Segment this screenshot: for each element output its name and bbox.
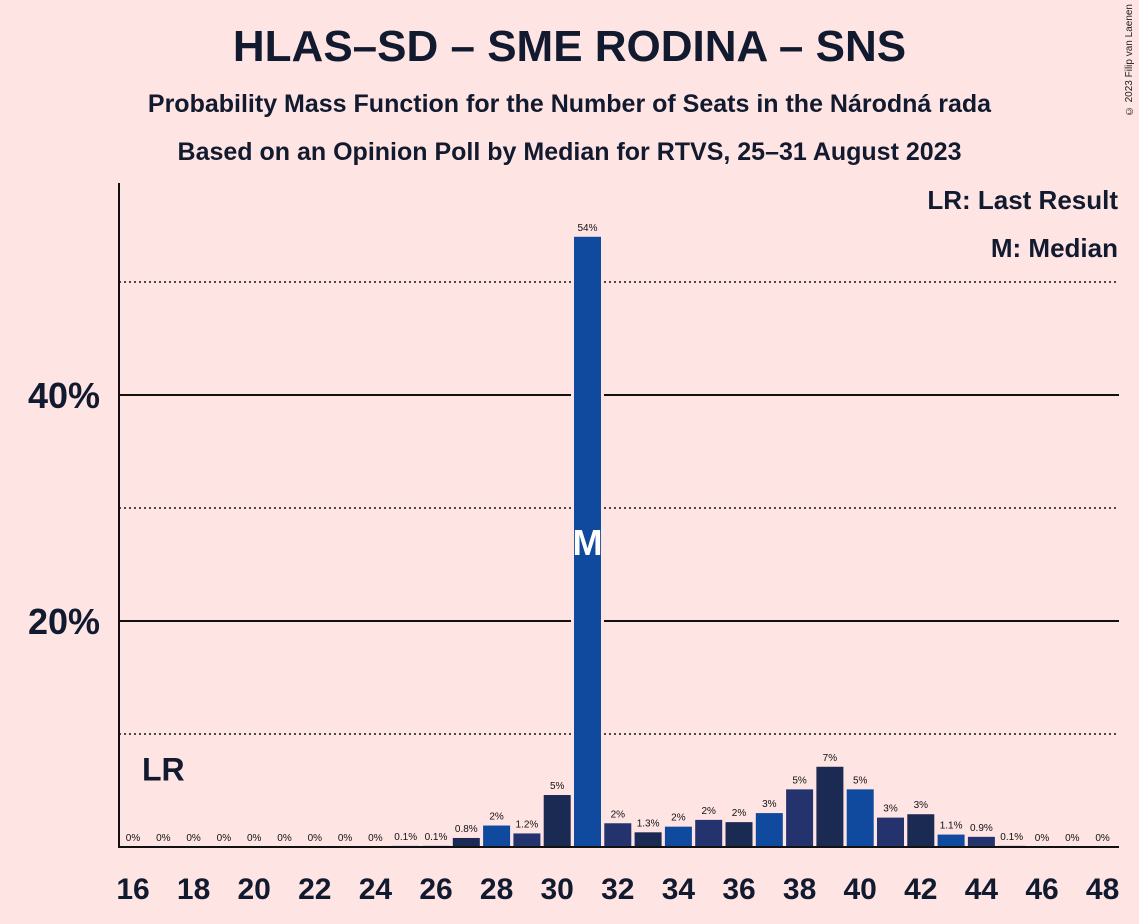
bar-label-34: 2% (671, 813, 686, 824)
bar-35 (695, 819, 723, 847)
x-tick-label-30: 30 (541, 873, 574, 906)
legend-median: M: Median (990, 233, 1118, 263)
x-tick-label-48: 48 (1086, 873, 1119, 906)
bar-label-32: 2% (611, 809, 626, 820)
bar-39 (816, 766, 844, 847)
bar-label-42: 3% (914, 800, 929, 811)
bar-label-36: 2% (732, 808, 747, 819)
chart-subtitle-poll: Based on an Opinion Poll by Median for R… (177, 138, 962, 166)
bar-label-39: 7% (823, 753, 838, 764)
x-tick-label-36: 36 (722, 873, 755, 906)
bar-30 (543, 795, 571, 847)
x-tick-label-44: 44 (965, 873, 999, 906)
bar-43 (937, 834, 965, 847)
chart-subtitle: Probability Mass Function for the Number… (147, 90, 992, 118)
legend-last-result: LR: Last Result (927, 185, 1118, 215)
bar-27 (452, 837, 480, 847)
bar-41 (877, 817, 904, 847)
bar-label-37: 3% (762, 799, 777, 810)
bar-label-17: 0% (156, 833, 171, 844)
bar-label-21: 0% (277, 833, 292, 844)
bar-44 (967, 836, 995, 847)
y-tick-label-20: 20% (28, 601, 100, 642)
bar-label-48: 0% (1095, 833, 1110, 844)
x-tick-label-42: 42 (904, 873, 937, 906)
bar-label-45: 0.1% (1000, 832, 1023, 843)
bar-label-30: 5% (550, 781, 565, 792)
x-tick-label-16: 16 (116, 873, 149, 906)
x-tick-label-38: 38 (783, 873, 816, 906)
x-tick-label-26: 26 (419, 873, 452, 906)
bar-label-22: 0% (308, 833, 323, 844)
x-tick-label-32: 32 (601, 873, 634, 906)
x-tick-label-22: 22 (298, 873, 331, 906)
bar-38 (786, 789, 814, 847)
bar-label-27: 0.8% (455, 824, 478, 835)
bar-34 (664, 826, 692, 847)
bar-label-29: 1.2% (516, 819, 539, 830)
median-marker: M (573, 522, 603, 563)
bar-42 (907, 814, 935, 847)
last-result-marker: LR (142, 751, 185, 787)
bar-label-25: 0.1% (394, 832, 417, 843)
x-tick-label-46: 46 (1025, 873, 1058, 906)
bar-label-46: 0% (1035, 833, 1050, 844)
bar-label-24: 0% (368, 833, 383, 844)
chart-title: HLAS–SD – SME RODINA – SNS (232, 22, 907, 71)
bar-label-47: 0% (1065, 833, 1080, 844)
bar-label-18: 0% (186, 833, 201, 844)
bar-label-33: 1.3% (637, 818, 660, 829)
bar-28 (483, 825, 511, 847)
x-tick-label-20: 20 (238, 873, 271, 906)
bar-label-44: 0.9% (970, 823, 993, 834)
bar-label-40: 5% (853, 775, 868, 786)
bar-31 (574, 236, 601, 848)
bar-label-23: 0% (338, 833, 353, 844)
bar-label-41: 3% (883, 804, 898, 815)
x-tick-label-18: 18 (177, 873, 210, 906)
x-tick-label-24: 24 (359, 873, 393, 906)
bar-36 (725, 822, 753, 847)
bar-label-38: 5% (792, 775, 807, 786)
bar-33 (634, 832, 662, 847)
x-tick-label-40: 40 (844, 873, 877, 906)
bar-29 (513, 833, 541, 847)
bar-32 (604, 823, 632, 847)
bar-label-43: 1.1% (940, 821, 963, 832)
bar-label-16: 0% (126, 833, 141, 844)
x-tick-label-28: 28 (480, 873, 513, 906)
bar-40 (846, 789, 874, 847)
bar-label-26: 0.1% (425, 832, 448, 843)
bar-label-31: 54% (577, 223, 597, 234)
bar-label-19: 0% (217, 833, 232, 844)
bar-label-20: 0% (247, 833, 262, 844)
bar-label-28: 2% (489, 812, 504, 823)
x-tick-label-34: 34 (662, 873, 696, 906)
y-tick-label-40: 40% (28, 375, 100, 416)
bar-label-35: 2% (701, 806, 716, 817)
bar-37 (755, 813, 783, 847)
